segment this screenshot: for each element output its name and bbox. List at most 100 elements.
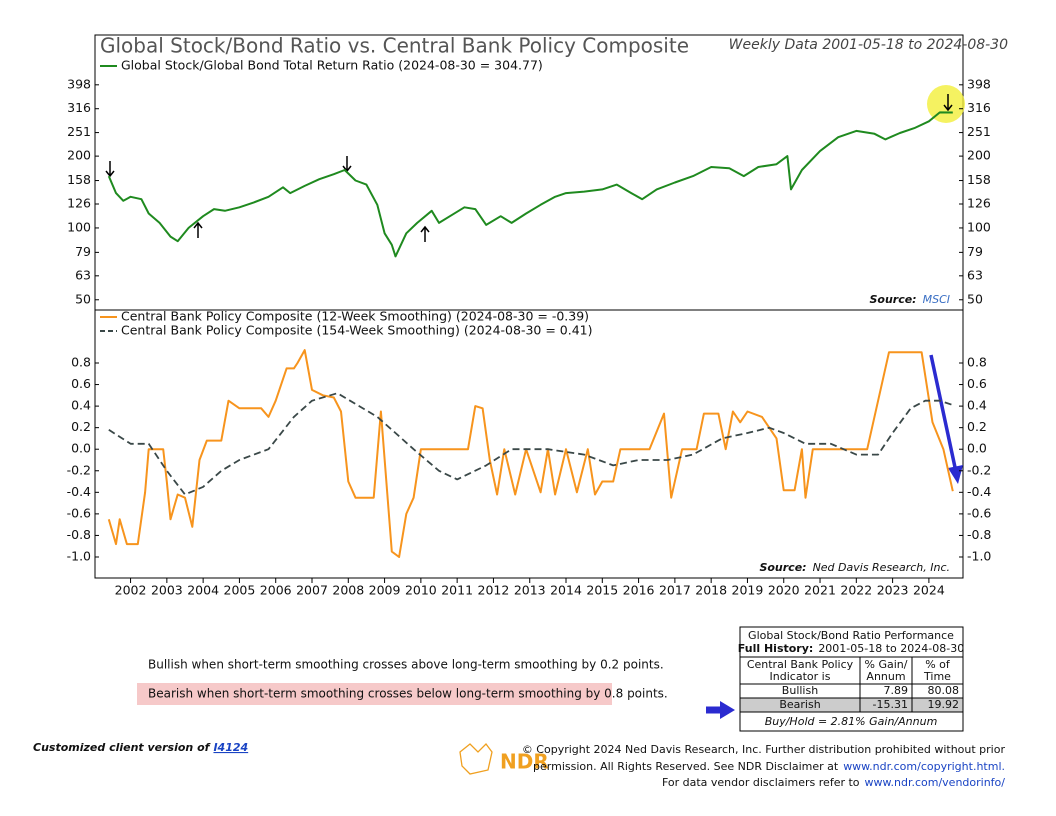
y-tick-label: 316 [967,100,991,115]
table-cell: 80.08 [928,684,960,697]
y-tick-label: 316 [67,100,91,115]
y-tick-label: -1.0 [67,548,91,563]
x-tick-label: 2014 [550,583,582,598]
x-tick-label: 2007 [296,583,328,598]
y-tick-label: 79 [967,244,983,259]
y-tick-label: 0.0 [967,441,987,456]
x-tick-label: 2018 [695,583,727,598]
source-name: MSCI [923,293,950,306]
table-history: Full History: 2001-05-18 to 2024-08-30 [738,642,964,655]
y-tick-label: -0.8 [967,527,991,542]
table-border [739,626,964,732]
table-cell: Bearish [779,698,820,711]
x-tick-label: 2006 [260,583,292,598]
y-tick-label: 100 [967,219,991,234]
table-title: Global Stock/Bond Ratio Performance [748,629,954,642]
client-text: Customized client version of [33,741,211,754]
x-tick-label: 2017 [659,583,691,598]
series-line [108,392,954,496]
y-tick-label: -0.2 [967,462,991,477]
history-label: Full History: [738,642,814,655]
x-tick-label: 2003 [151,583,183,598]
logo-text: NDR [500,750,549,774]
note-bearish: Bearish when short-term smoothing crosse… [148,687,668,701]
table-header: Annum [866,670,905,683]
y-tick-label: 398 [967,76,991,91]
performance-table: Global Stock/Bond Ratio Performance Full… [738,626,964,732]
table-header: % of [925,658,951,671]
y-tick-label: 79 [75,244,91,259]
table-header: Time [923,670,951,683]
link[interactable]: www.ndr.com/vendorinfo/ [865,776,1006,789]
y-tick-label: -0.2 [67,462,91,477]
x-tick-label: 2011 [441,583,473,598]
y-tick-label: 100 [67,219,91,234]
y-tick-label: 0.4 [967,398,987,413]
series-line [107,349,954,558]
source: Source: Ned Davis Research, Inc. [759,561,950,574]
client-note: Customized client version of I4124 [33,741,248,754]
copyright: For data vendor disclaimers refer to www.… [662,776,1005,789]
x-tick-label: 2005 [224,583,256,598]
y-tick-label: 0.6 [71,376,91,391]
row-highlight [740,698,963,712]
x-tick-label: 2016 [623,583,655,598]
x-tick-label: 2002 [115,583,147,598]
y-tick-label: -0.8 [67,527,91,542]
x-tick-label: 2022 [840,583,872,598]
y-tick-label: 126 [67,195,91,210]
x-tick-label: 2008 [332,583,364,598]
y-tick-label: 200 [67,148,91,163]
y-tick-label: 0.6 [967,376,987,391]
y-tick-label: 50 [967,291,983,306]
y-tick-label: 63 [967,267,983,282]
ndr-logo: NDR [459,743,549,775]
copyright: © Copyright 2024 Ned Davis Research, Inc… [522,743,1006,756]
source-label: Source: [869,293,916,306]
x-tick-label: 2019 [732,583,764,598]
y-tick-label: -1.0 [967,548,991,563]
table-cell: Bullish [782,684,818,697]
history-range: 2001-05-18 to 2024-08-30 [818,642,964,655]
table-rules [740,656,963,713]
y-tick-label: 398 [67,76,91,91]
y-tick-label: -0.4 [67,484,91,499]
pointer-arrow-head [720,701,735,719]
table-header: % Gain/ [865,658,908,671]
source-name: Ned Davis Research, Inc. [813,561,950,574]
legend-label: Central Bank Policy Composite (12-Week S… [121,309,589,324]
table-cell: 19.92 [928,698,960,711]
signal-arrow [943,94,953,112]
x-tick-label: 2013 [514,583,546,598]
table-cell: 7.89 [884,684,909,697]
y-tick-label: 251 [67,124,91,139]
chart-title: Global Stock/Bond Ratio vs. Central Bank… [100,34,689,58]
y-tick-label: 251 [967,124,991,139]
y-tick-label: 0.4 [71,398,91,413]
copyright-text: permission. All Rights Reserved. See NDR… [533,760,839,773]
y-tick-label: 63 [75,267,91,282]
link[interactable]: www.ndr.com/copyright.html. [843,760,1005,773]
x-tick-label: 2012 [478,583,510,598]
y-tick-label: -0.4 [967,484,991,499]
trend-arrow [929,354,958,473]
legend-label: Central Bank Policy Composite (154-Week … [121,323,593,338]
source: Source: MSCI [869,293,950,306]
signal-arrows [105,156,430,242]
chart-subtitle: Weekly Data 2001-05-18 to 2024-08-30 [729,37,1008,53]
y-tick-label: 0.2 [967,419,987,434]
x-tick-label: 2021 [804,583,836,598]
series-line [107,111,953,258]
x-tick-label: 2015 [586,583,618,598]
y-tick-label: 50 [75,291,91,306]
y-tick-label: -0.6 [67,505,91,520]
client-link[interactable]: I4124 [213,741,248,754]
highlight-circle [927,85,965,123]
y-tick-label: 126 [967,195,991,210]
source-label: Source: [759,561,806,574]
frame [94,34,964,579]
table-header: Indicator is [770,670,831,683]
x-tick-label: 2023 [877,583,909,598]
y-tick-label: 200 [967,148,991,163]
